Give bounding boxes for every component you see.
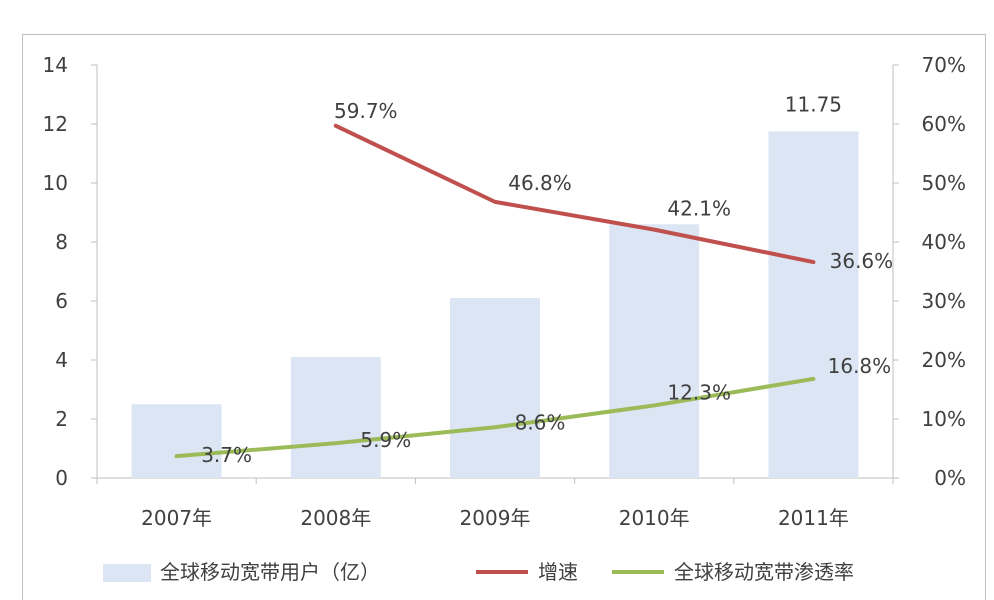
y-right-tick-label: 70% — [922, 53, 966, 77]
legend-growth-label: 增速 — [538, 560, 578, 584]
penetration-rate-label: 16.8% — [828, 354, 892, 378]
y-left-tick-label: 2 — [55, 407, 68, 431]
x-tick-label: 2011年 — [778, 506, 849, 530]
penetration-rate-label: 5.9% — [360, 428, 411, 452]
legend-bar-swatch — [103, 564, 151, 582]
penetration-rate-line — [174, 376, 816, 459]
bar — [609, 224, 700, 478]
x-tick-label: 2010年 — [619, 506, 690, 530]
x-tick-label: 2008年 — [300, 506, 371, 530]
axes: 0 2 4 6 8 10 12 14 0% 10% 20% 30% 40% 50% 60% 70% 2007年 2… — [43, 53, 966, 530]
data-labels: 11.75 59.7% 46.8% 42.1% 36.6% 3.7% 5.9% 8.6% 12.… — [201, 92, 893, 467]
y-right-tick-label: 50% — [922, 171, 966, 195]
legend-bar-label: 全球移动宽带用户（亿） — [160, 560, 380, 584]
bar — [131, 404, 222, 478]
y-left-tick-label: 10 — [43, 171, 68, 195]
x-tick-label: 2009年 — [460, 506, 531, 530]
y-left-tick-label: 4 — [55, 348, 68, 372]
y-left-tick-label: 14 — [43, 53, 68, 77]
y-right-tick-label: 60% — [922, 112, 966, 136]
bar — [290, 357, 381, 478]
x-tick-label: 2007年 — [141, 506, 212, 530]
legend: 全球移动宽带用户（亿） 增速 全球移动宽带渗透率 — [103, 560, 854, 584]
legend-penetration-label: 全球移动宽带渗透率 — [674, 560, 854, 584]
y-right-tick-label: 20% — [922, 348, 966, 372]
bar-value-label: 11.75 — [785, 92, 842, 116]
bar — [768, 131, 859, 478]
growth-rate-label: 36.6% — [830, 249, 894, 273]
growth-rate-line — [333, 123, 816, 265]
y-left-tick-label: 8 — [55, 230, 68, 254]
bar — [450, 298, 540, 478]
bar-series — [131, 131, 859, 478]
y-right-tick-label: 0% — [934, 466, 966, 490]
y-left-tick-label: 6 — [55, 289, 68, 313]
penetration-rate-label: 12.3% — [667, 380, 731, 404]
y-right-tick-label: 30% — [922, 289, 966, 313]
growth-rate-label: 59.7% — [334, 99, 398, 123]
y-right-tick-label: 40% — [922, 230, 966, 254]
line-series — [174, 123, 816, 459]
penetration-rate-label: 8.6% — [515, 410, 566, 434]
penetration-rate-label: 3.7% — [201, 443, 252, 467]
chart-frame — [22, 34, 986, 600]
y-left-tick-label: 12 — [43, 112, 68, 136]
growth-rate-label: 46.8% — [508, 171, 572, 195]
y-right-tick-label: 10% — [922, 407, 966, 431]
y-left-tick-label: 0 — [55, 466, 68, 490]
growth-rate-label: 42.1% — [667, 197, 731, 221]
